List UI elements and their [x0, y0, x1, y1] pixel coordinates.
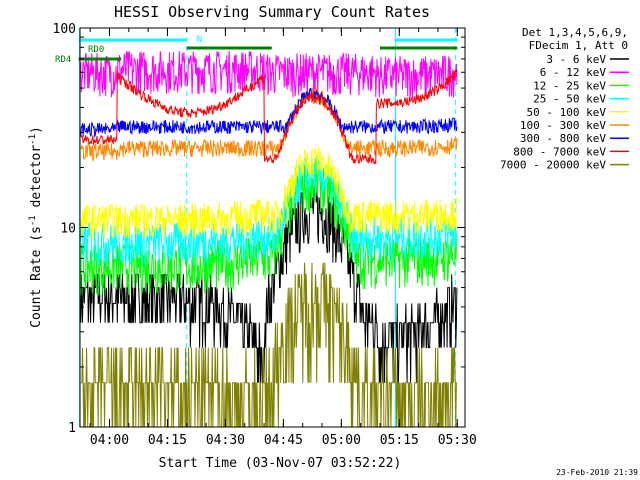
timestamp: 23-Feb-2010 21:39 [556, 468, 638, 477]
legend-label: 800 - 7000 keV [513, 145, 606, 158]
x-tick-label: 05:00 [322, 433, 361, 448]
x-tick-label: 04:15 [148, 433, 187, 448]
series-line-3 [80, 159, 458, 296]
legend: Det 1,3,4,5,6,9,FDecim 1, Att 03 - 6 keV… [500, 26, 629, 172]
legend-label: 100 - 300 keV [520, 119, 606, 132]
x-axis-label: Start Time (03-Nov-07 03:52:22) [159, 456, 402, 471]
series-line-5 [80, 146, 458, 239]
series-line-1 [80, 183, 458, 384]
series-line-6 [80, 87, 458, 163]
y-tick-label: 1 [68, 421, 76, 436]
x-tick-label: 05:15 [380, 433, 419, 448]
legend-header: Det 1,3,4,5,6,9, [522, 26, 628, 39]
legend-label: 25 - 50 keV [533, 93, 606, 106]
legend-label: 6 - 12 keV [540, 66, 607, 79]
y-tick-label: 100 [53, 22, 76, 37]
x-tick-label: 04:00 [90, 433, 129, 448]
chart-title: HESSI Observing Summary Count Rates [114, 3, 430, 21]
flag-label-rd4: RD4 [55, 55, 71, 65]
series-line-2 [80, 50, 458, 100]
series-line-8 [80, 68, 458, 165]
flag-label-n: N [197, 35, 202, 45]
legend-label: 7000 - 20000 keV [500, 159, 606, 172]
x-tick-label: 04:30 [206, 433, 245, 448]
y-axis-label: Count Rate (s-1 detector-1) [28, 126, 44, 328]
legend-label: 12 - 25 keV [533, 79, 606, 92]
legend-label: 50 - 100 keV [527, 106, 607, 119]
x-tick-label: 05:30 [438, 433, 477, 448]
legend-header: FDecim 1, Att 0 [529, 39, 628, 52]
series-line-9 [80, 262, 457, 428]
axes: 04:00 04:15 04:30 04:45 05:00 05:15 05:30 1 10 10… [53, 22, 477, 448]
plot-area: N RD0 RD4 [55, 28, 458, 428]
y-tick-label: 10 [60, 222, 76, 237]
flag-label-rd0: RD0 [88, 45, 104, 55]
series-line-7 [80, 87, 458, 139]
legend-label: 300 - 800 keV [520, 132, 606, 145]
legend-label: 3 - 6 keV [546, 53, 606, 66]
x-tick-label: 04:45 [264, 433, 303, 448]
